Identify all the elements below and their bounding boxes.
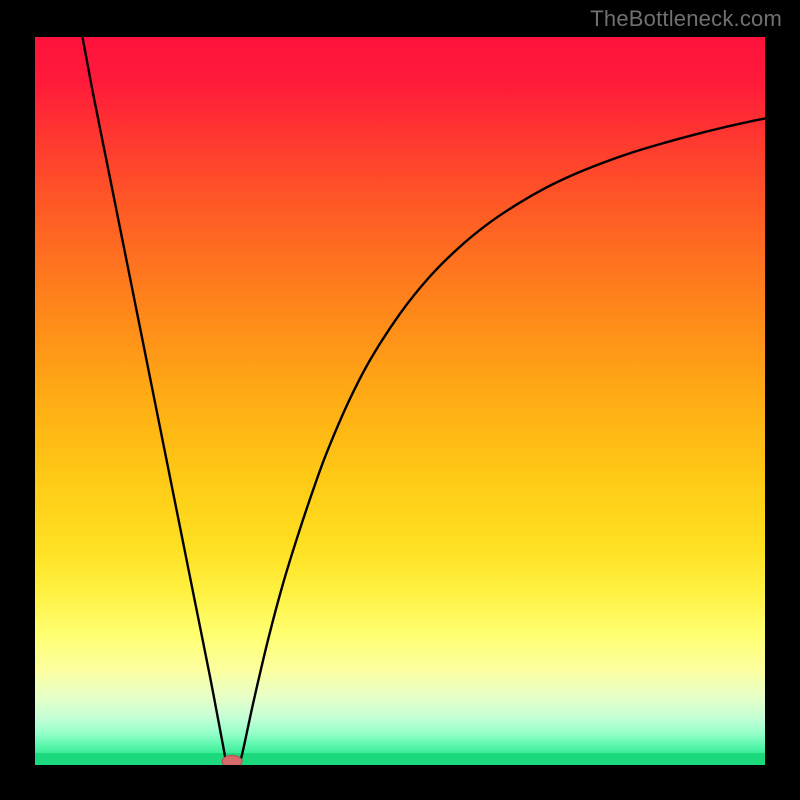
watermark-text: TheBottleneck.com [590,6,782,32]
bottleneck-chart [0,0,800,800]
chart-container: { "meta": { "watermark": "TheBottleneck.… [0,0,800,800]
baseline-band [35,753,765,765]
